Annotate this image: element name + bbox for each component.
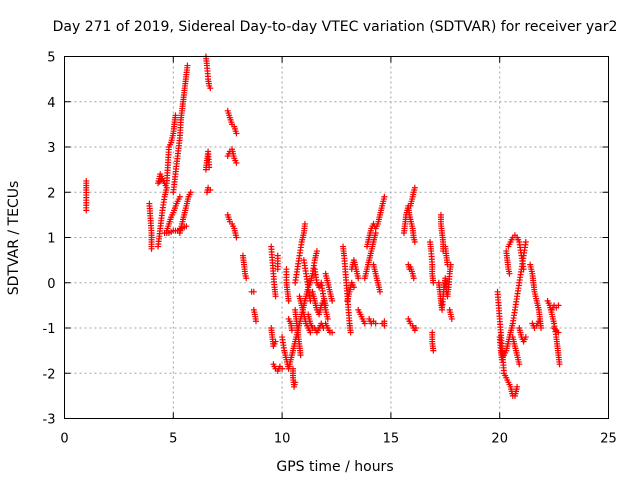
data-point [555, 329, 562, 336]
data-point [329, 297, 336, 304]
data-point [187, 189, 194, 196]
data-point [207, 186, 214, 193]
data-point [233, 159, 240, 166]
data-point [347, 329, 354, 336]
data-point [377, 288, 384, 295]
data-point [535, 318, 542, 325]
data-point [272, 338, 279, 345]
data-point [148, 245, 155, 252]
data-point [448, 315, 455, 322]
data-point [272, 293, 279, 300]
data-point [412, 325, 419, 331]
data-point [233, 130, 240, 137]
data-point [522, 334, 529, 341]
data-point [250, 288, 257, 295]
data-point [361, 320, 368, 327]
y-tick-label: -3 [43, 413, 56, 428]
y-tick-label: 4 [47, 96, 55, 111]
grid-lines [64, 56, 609, 419]
data-point [206, 164, 213, 171]
data-point [522, 239, 529, 246]
x-tick-label: 5 [169, 432, 177, 447]
y-tick-label: 3 [47, 141, 55, 156]
data-point [381, 193, 388, 200]
data-point [520, 266, 527, 273]
x-tick-label: 15 [383, 432, 400, 447]
data-point [176, 193, 183, 200]
axis-ticks: 0 5 10 15 20 25 -3 -2 -1 0 1 2 3 4 5 [43, 51, 617, 447]
data-point [307, 329, 314, 336]
y-tick-label: -2 [43, 367, 56, 382]
data-point [329, 329, 336, 336]
data-point [372, 320, 379, 327]
x-tick-label: 10 [274, 432, 291, 447]
data-point [233, 234, 240, 241]
data-point [243, 275, 250, 282]
data-point [301, 220, 308, 227]
y-tick-label: -1 [43, 322, 56, 337]
data-point [297, 352, 304, 359]
plot-frame [64, 56, 609, 419]
data-point [355, 275, 362, 282]
y-axis-label: SDTVAR / TECUs [6, 181, 22, 296]
data-point [514, 383, 521, 390]
data-point [555, 302, 562, 309]
data-point [350, 284, 357, 291]
data-point [184, 62, 191, 69]
data-point [172, 112, 179, 119]
data-point [274, 266, 281, 273]
data-points [83, 53, 563, 399]
data-point [538, 325, 545, 331]
x-tick-label: 0 [60, 432, 68, 447]
data-point [381, 318, 388, 325]
data-point [444, 261, 451, 268]
chart-title: Day 271 of 2019, Sidereal Day-to-day VTE… [53, 19, 618, 35]
data-point [410, 275, 417, 282]
data-point [285, 297, 292, 304]
data-point [322, 302, 329, 309]
data-point [411, 239, 418, 246]
x-tick-label: 20 [491, 432, 508, 447]
x-axis-label: GPS time / hours [276, 459, 393, 475]
x-tick-label: 25 [600, 432, 617, 447]
y-tick-label: 0 [47, 277, 55, 292]
data-point [159, 175, 166, 182]
y-tick-label: 5 [47, 51, 55, 66]
data-point [430, 347, 437, 354]
data-point [411, 184, 418, 191]
data-point [288, 327, 295, 334]
y-tick-label: 2 [47, 186, 55, 201]
data-point [324, 315, 331, 322]
data-point [292, 379, 299, 386]
data-point [313, 248, 320, 255]
data-point [506, 270, 513, 277]
data-point [252, 318, 259, 325]
data-point [279, 365, 286, 372]
y-tick-label: 1 [47, 232, 55, 247]
data-point [556, 361, 563, 368]
data-point [516, 361, 523, 368]
data-point [83, 207, 90, 214]
data-point [207, 85, 214, 92]
data-point [430, 279, 437, 286]
